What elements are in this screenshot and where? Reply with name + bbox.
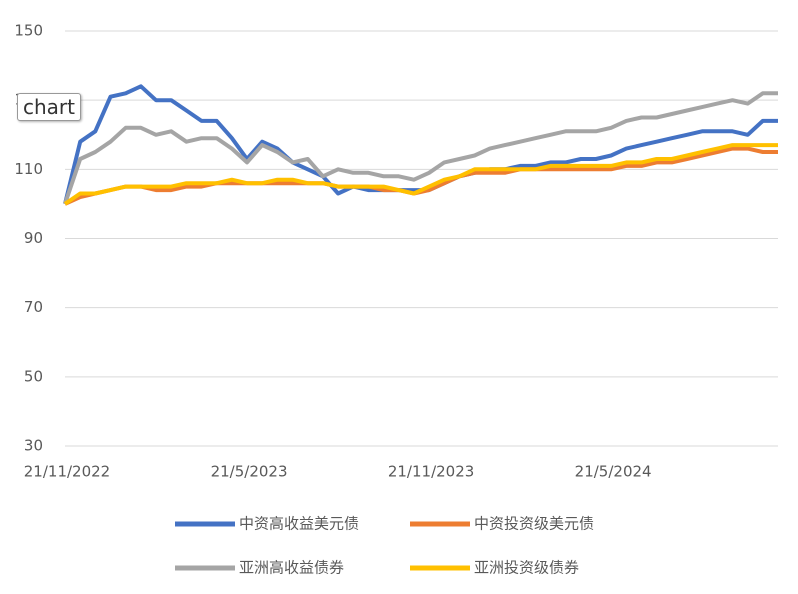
y-tick-label: 150 [14,22,43,40]
legend-label: 亚洲投资级债券 [474,559,579,577]
y-tick-label: 90 [24,229,43,247]
x-tick-label: 21/11/2023 [388,463,474,481]
legend-label: 亚洲高收益债券 [239,559,344,577]
y-tick-label: 70 [24,298,43,316]
x-tick-label: 21/5/2023 [211,463,288,481]
x-tick-label: 21/5/2024 [575,463,652,481]
legend-label: 中资投资级美元债 [474,515,594,533]
series-line [63,143,778,206]
y-tick-label: 50 [24,367,43,385]
y-tick-label: 30 [24,437,43,455]
tooltip: chart [17,93,81,121]
legend-label: 中资高收益美元债 [239,515,359,533]
x-tick-label: 21/11/2022 [24,463,110,481]
series-line [63,91,778,205]
y-tick-label: 110 [14,160,43,178]
